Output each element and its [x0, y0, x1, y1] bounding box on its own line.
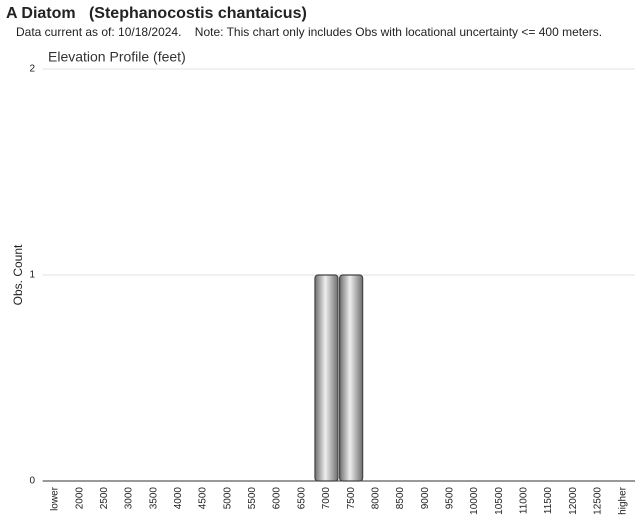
x-tick-label: 10000	[469, 487, 480, 515]
page-title: A Diatom (Stephanocostis chantaicus)	[6, 5, 307, 22]
chart-title: Elevation Profile (feet)	[48, 49, 186, 65]
y-tick-label: 0	[29, 476, 35, 487]
x-tick-label: 7500	[346, 487, 357, 510]
x-tick-label: 2000	[74, 487, 85, 510]
x-tick-label: 10500	[494, 487, 505, 515]
x-tick-label: 4500	[198, 487, 209, 510]
x-tick-label: 6500	[296, 487, 307, 510]
y-tick-label: 2	[29, 64, 35, 75]
x-tick-label: 3000	[124, 487, 135, 510]
x-tick-label: lower	[50, 486, 61, 511]
y-tick-label: 1	[29, 270, 35, 281]
x-tick-label: 8000	[370, 487, 381, 510]
bar	[339, 274, 364, 482]
x-tick-label: 4000	[173, 487, 184, 510]
bar	[314, 274, 339, 482]
x-tick-label: 9500	[445, 487, 456, 510]
x-tick-label: higher	[617, 486, 628, 514]
x-tick-label: 8500	[395, 487, 406, 510]
x-tick-label: 3500	[148, 487, 159, 510]
x-tick-label: 11500	[543, 487, 554, 515]
x-tick-label: 5500	[247, 487, 258, 510]
y-axis-label: Obs. Count	[11, 244, 25, 305]
x-tick-label: 7000	[321, 487, 332, 510]
x-tick-label: 12500	[593, 487, 604, 515]
x-tick-label: 6000	[272, 487, 283, 510]
x-tick-label: 11000	[519, 487, 530, 515]
x-tick-label: 9000	[420, 487, 431, 510]
x-tick-label: 12000	[568, 487, 579, 515]
x-tick-label: 2500	[99, 487, 110, 510]
subtitle: Data current as of: 10/18/2024. Note: Th…	[16, 25, 602, 39]
x-tick-label: 5000	[222, 487, 233, 510]
